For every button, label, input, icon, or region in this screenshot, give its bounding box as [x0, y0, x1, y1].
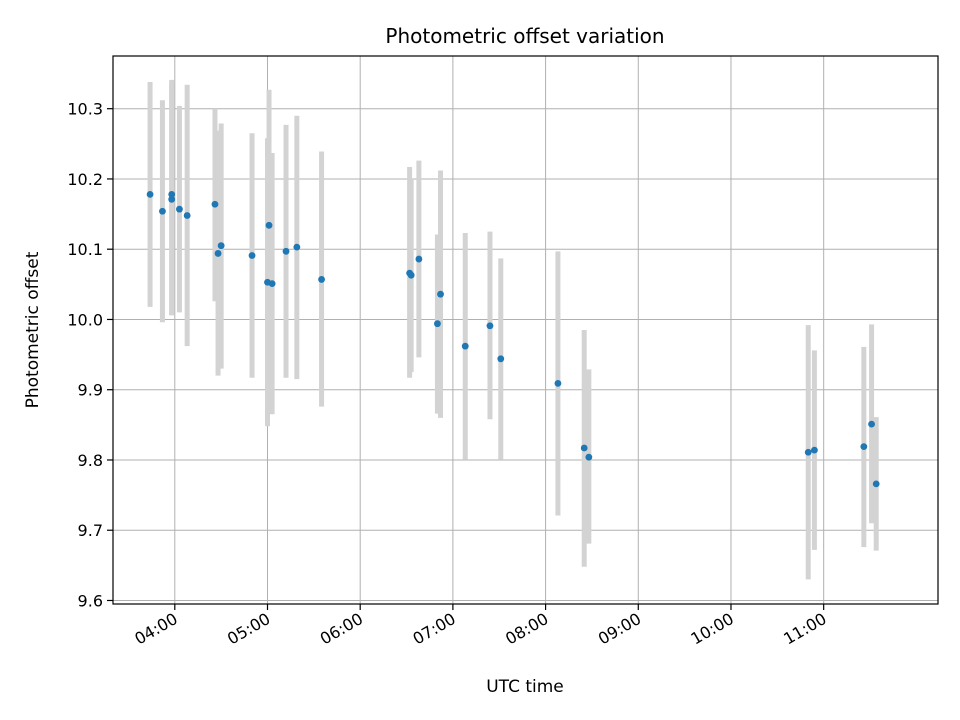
data-point	[211, 200, 219, 208]
data-point	[872, 480, 880, 488]
data-point	[159, 207, 166, 215]
data-point	[146, 191, 154, 198]
data-point	[217, 242, 225, 250]
data-point	[268, 280, 276, 288]
data-point	[183, 212, 191, 219]
data-point	[168, 191, 176, 198]
data-point	[554, 379, 562, 387]
y-tick-label: 10.1	[67, 240, 103, 259]
y-tick-label: 10.3	[67, 100, 103, 119]
y-axis-title: Photometric offset	[23, 251, 43, 408]
data-point	[168, 195, 176, 203]
data-point	[585, 453, 593, 461]
data-point	[318, 276, 325, 283]
y-tick-label: 9.6	[78, 591, 103, 610]
y-tick-label: 9.9	[78, 381, 103, 400]
data-point	[804, 448, 812, 456]
data-point	[811, 446, 818, 454]
data-point	[497, 355, 505, 363]
data-point	[486, 322, 494, 330]
data-point	[214, 250, 222, 257]
y-axis: 9.6 9.7 9.8 9.9 10.0 10.1 10.2 10.3	[67, 100, 113, 610]
data-point	[580, 444, 588, 452]
data-point	[248, 252, 256, 259]
data-point	[265, 221, 273, 229]
data-point	[868, 420, 875, 428]
data-point	[407, 271, 415, 279]
plot-frame	[112, 55, 939, 605]
data-point	[415, 255, 423, 263]
data-point	[176, 205, 183, 213]
data-point	[434, 320, 441, 328]
data-point	[437, 290, 444, 298]
data-point	[461, 342, 469, 350]
y-tick-label: 10.0	[67, 310, 103, 329]
chart-title: Photometric offset variation	[385, 24, 664, 48]
grid	[113, 56, 938, 604]
data-points	[146, 191, 880, 488]
data-point	[293, 243, 301, 251]
x-axis-title: UTC time	[486, 677, 564, 697]
y-tick-label: 10.2	[67, 170, 103, 189]
y-tick-label: 9.7	[78, 521, 103, 540]
data-point	[282, 247, 290, 255]
data-point	[860, 443, 868, 451]
y-tick-label: 9.8	[78, 451, 103, 470]
